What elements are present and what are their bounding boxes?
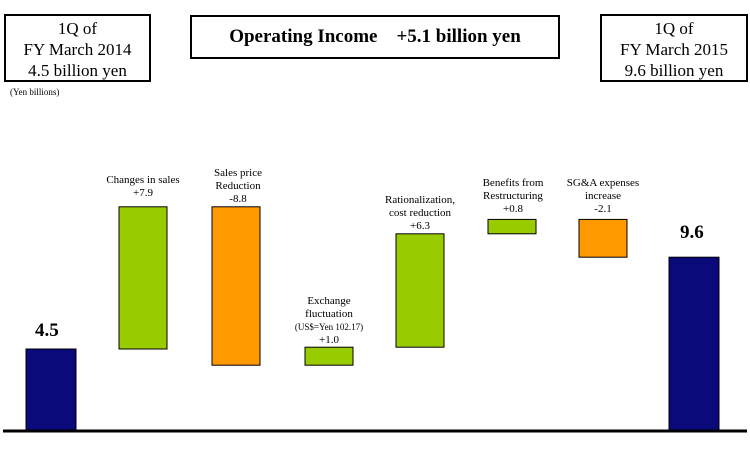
label-sga-name1: SG&A expenses (566, 177, 640, 189)
label-changes-in-sales-name: Changes in sales (106, 174, 180, 186)
label-sga-value: -2.1 (594, 203, 612, 215)
label-changes-in-sales: Changes in sales +7.9 (98, 174, 188, 200)
bar-changes-in-sales (118, 206, 168, 350)
start-value-box: 1Q of FY March 2014 4.5 billion yen (4, 14, 151, 82)
bar-end-total (668, 256, 720, 431)
bar-sga-expenses (578, 218, 628, 258)
end-value-box: 1Q of FY March 2015 9.6 billion yen (600, 14, 748, 82)
label-exchange-value: +1.0 (319, 334, 339, 346)
label-rationalization: Rationalization, cost reduction +6.3 (375, 194, 465, 233)
end-bar-value-label: 9.6 (680, 222, 704, 243)
label-rationalization-value: +6.3 (410, 220, 430, 232)
start-bar-value-label: 4.5 (35, 320, 59, 341)
title-change-value: +5.1 billion yen (396, 26, 521, 47)
label-restructuring-name1: Benefits from (482, 177, 544, 189)
label-exchange-name2: fluctuation (305, 308, 353, 320)
label-sga: SG&A expenses increase -2.1 (558, 177, 648, 216)
label-sales-price: Sales price Reduction -8.8 (193, 167, 283, 206)
label-rationalization-name1: Rationalization, (385, 194, 455, 206)
start-period-line2: FY March 2014 (23, 40, 132, 59)
label-sales-price-name1: Sales price (214, 167, 262, 179)
title-box: Operating Income +5.1 billion yen (190, 15, 560, 59)
label-restructuring: Benefits from Restructuring +0.8 (468, 177, 558, 216)
bar-sales-price-reduction (211, 206, 261, 366)
end-period-line1: 1Q of (654, 19, 694, 38)
label-exchange: Exchange fluctuation (US$=Yen 102.17) +1… (284, 295, 374, 347)
label-sga-name2: increase (584, 190, 622, 202)
label-restructuring-name2: Restructuring (483, 190, 543, 202)
chart-title: Operating Income (229, 26, 378, 47)
bar-rationalization (395, 233, 445, 348)
bar-restructuring-benefits (487, 218, 537, 235)
bar-start-total (25, 348, 77, 431)
unit-label: (Yen billions) (10, 87, 60, 97)
start-value-text: 4.5 billion yen (28, 61, 127, 80)
label-exchange-name1: Exchange (307, 295, 351, 307)
end-value-text: 9.6 billion yen (624, 61, 724, 80)
start-period-line1: 1Q of (57, 19, 98, 38)
end-period-line2: FY March 2015 (620, 40, 728, 59)
bar-exchange-fluctuation (304, 346, 354, 366)
label-sales-price-value: -8.8 (229, 193, 247, 205)
label-exchange-rate: (US$=Yen 102.17) (294, 322, 364, 332)
label-changes-in-sales-value: +7.9 (133, 187, 153, 199)
label-restructuring-value: +0.8 (503, 203, 523, 215)
label-sales-price-name2: Reduction (215, 180, 261, 192)
label-rationalization-name2: cost reduction (388, 207, 451, 219)
